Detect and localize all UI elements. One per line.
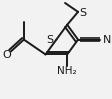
Text: O: O — [3, 50, 11, 60]
Text: NH₂: NH₂ — [57, 66, 77, 76]
Text: S: S — [46, 35, 53, 45]
Text: S: S — [79, 8, 86, 18]
Text: N: N — [102, 35, 111, 45]
